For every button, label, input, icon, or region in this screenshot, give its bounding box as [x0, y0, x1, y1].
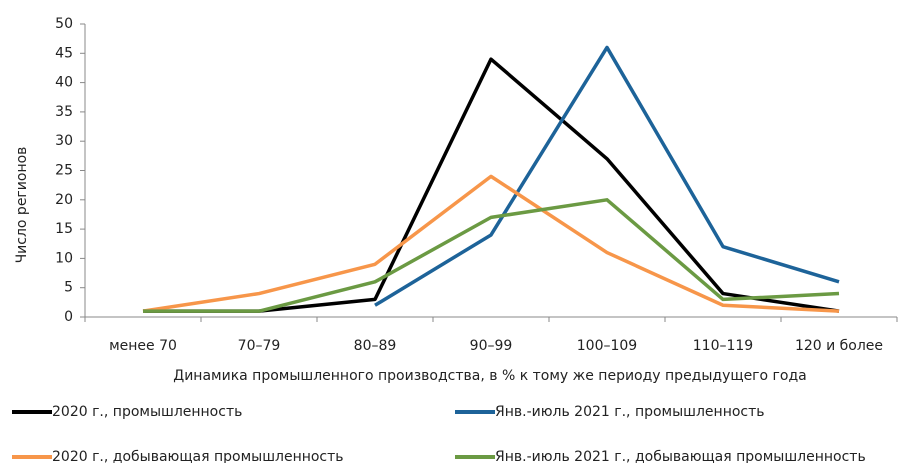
- x-tick-label: 70–79: [238, 338, 281, 354]
- legend-label: 2020 г., добывающая промышленность: [52, 449, 344, 463]
- legend-label: 2020 г., промышленность: [52, 404, 242, 420]
- y-tick-label: 30: [55, 133, 73, 149]
- series-line: [143, 57, 840, 313]
- y-tick-label: 0: [64, 309, 73, 325]
- legend-label: Янв.-июль 2021 г., добывающая промышленн…: [495, 449, 866, 463]
- y-tick-label: 10: [55, 250, 73, 266]
- x-axis-title: Динамика промышленного производства, в %…: [173, 368, 806, 384]
- y-tick-label: 15: [55, 221, 73, 237]
- y-tick-label: 35: [55, 104, 73, 120]
- x-tick-label: 90–99: [470, 338, 513, 354]
- x-tick-label: 120 и более: [795, 338, 883, 354]
- y-tick-label: 45: [55, 45, 73, 61]
- y-tick-label: 50: [55, 16, 73, 32]
- series-line: [142, 174, 840, 313]
- y-tick-label: 5: [64, 280, 73, 296]
- y-tick-label: 25: [55, 163, 73, 179]
- x-tick-label: 110–119: [693, 338, 753, 354]
- x-tick-label: 80–89: [354, 338, 397, 354]
- legend-label: Янв.-июль 2021 г., промышленность: [495, 404, 765, 420]
- x-tick-label: 100–109: [577, 338, 637, 354]
- series-line: [143, 198, 840, 313]
- y-tick-label: 40: [55, 75, 73, 91]
- y-axis-title: Число регионов: [14, 147, 30, 264]
- series-line: [374, 45, 840, 307]
- x-tick-label: менее 70: [109, 338, 177, 354]
- y-tick-label: 20: [55, 192, 73, 208]
